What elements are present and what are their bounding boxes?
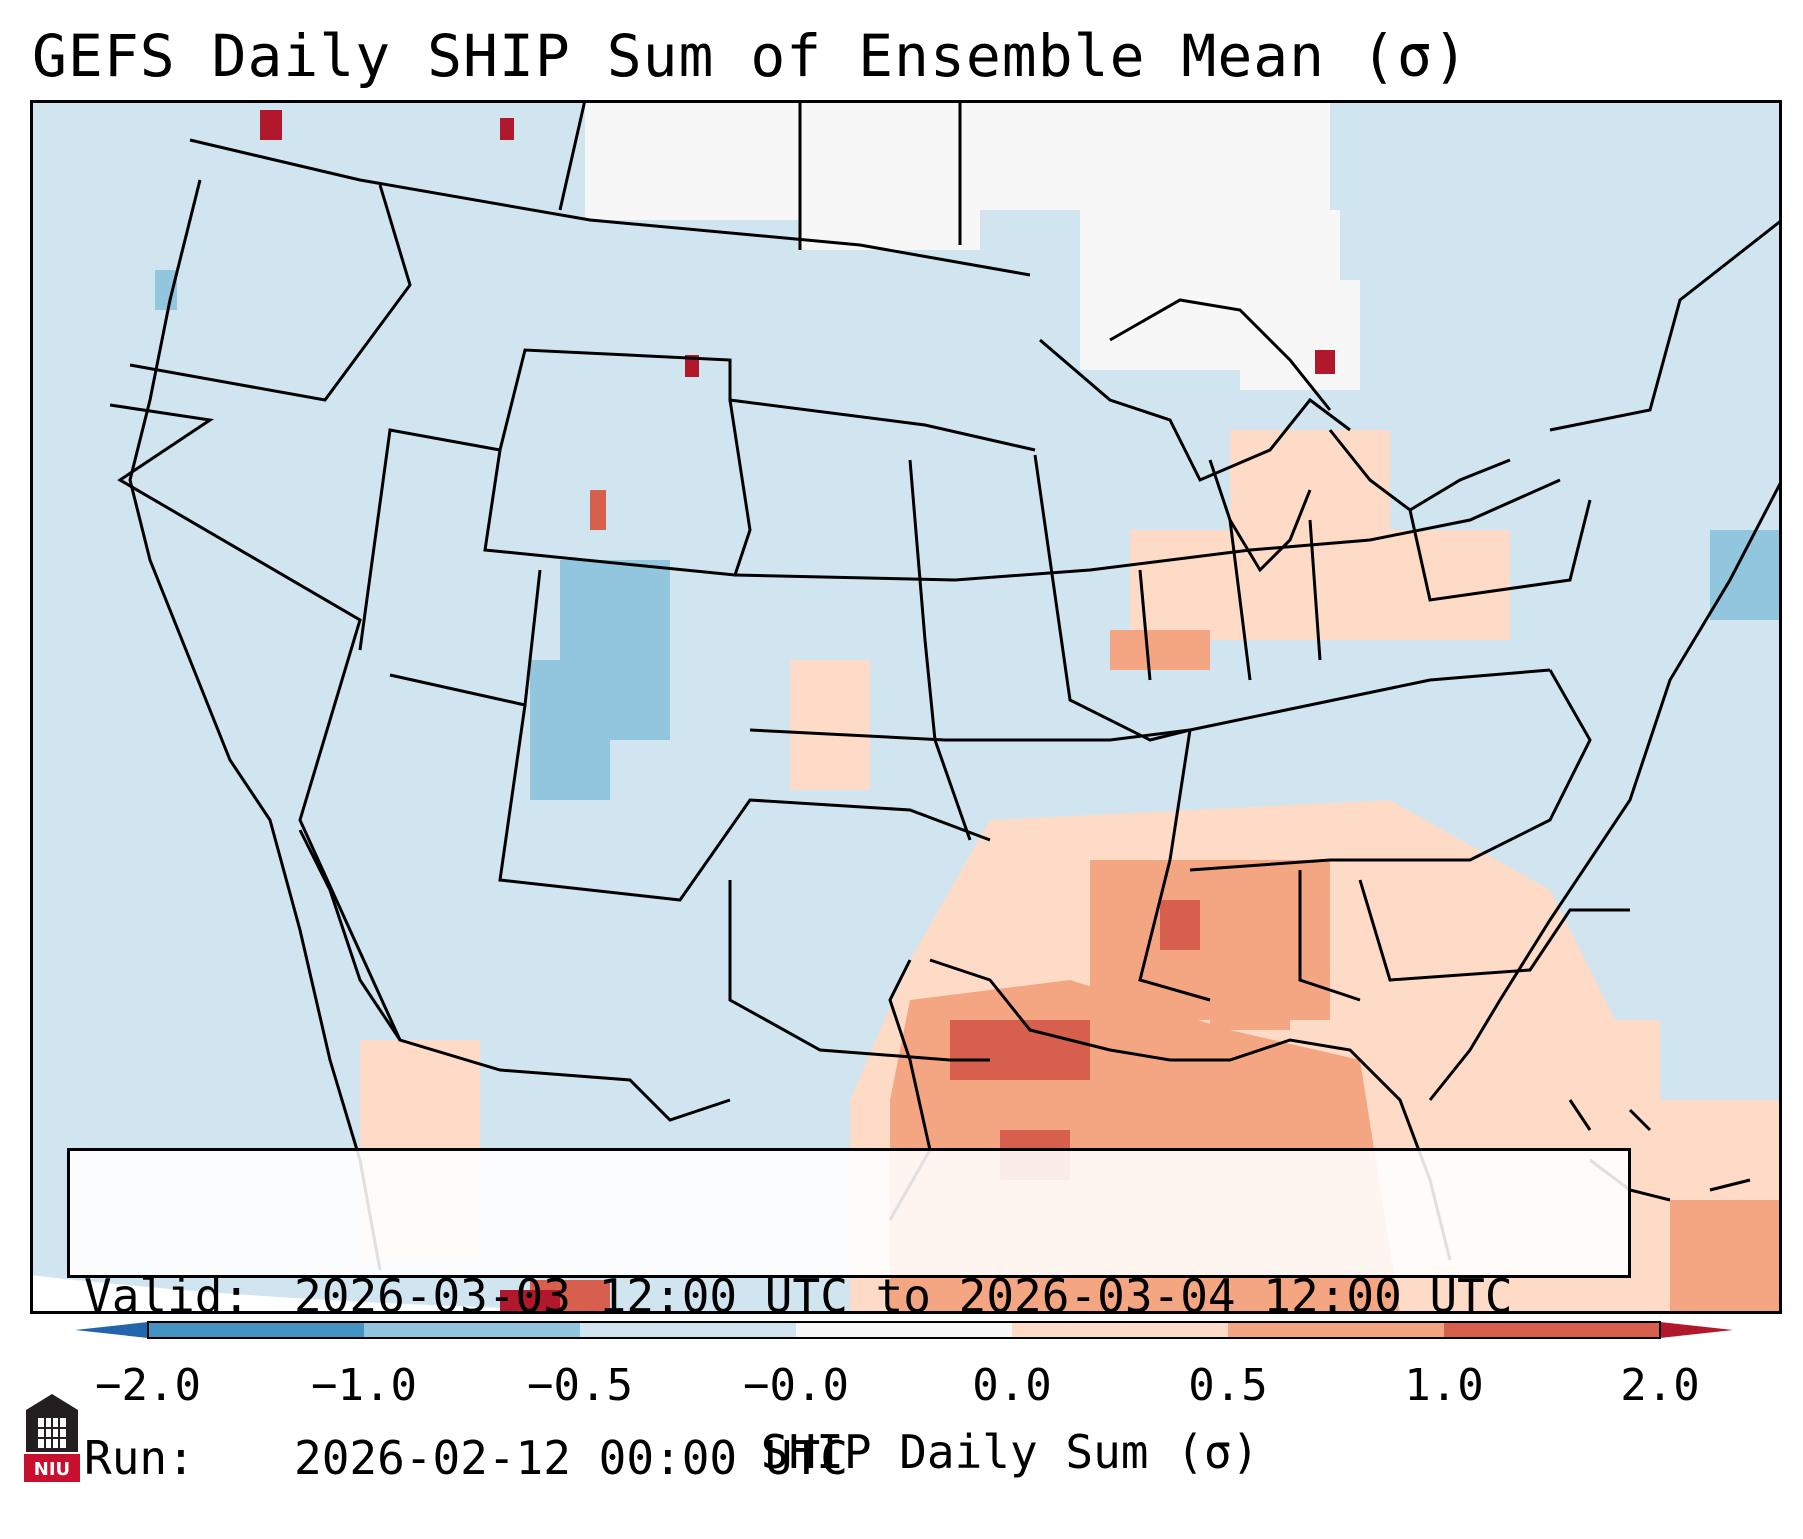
colorbar bbox=[75, 1321, 1733, 1339]
valid-row: Valid: 2026-03-03 12:00 UTC to 2026-03-04… bbox=[84, 1269, 1614, 1323]
colorbar-tick-label: 1.0 bbox=[1404, 1360, 1484, 1411]
colorbar-tick-label: −1.0 bbox=[311, 1360, 417, 1411]
colorbar-bin-6 bbox=[1444, 1322, 1661, 1338]
colorbar-bin-5 bbox=[1228, 1322, 1445, 1338]
map-panel bbox=[30, 100, 1782, 1314]
valid-run-info-box: Valid: 2026-03-03 12:00 UTC to 2026-03-04… bbox=[67, 1148, 1631, 1485]
near-zero-areas bbox=[585, 100, 1360, 390]
map bbox=[30, 100, 1782, 1314]
colorbar-tick-label: −2.0 bbox=[95, 1360, 201, 1411]
colorbar-bin-2 bbox=[580, 1322, 797, 1338]
colorbar-over-extension bbox=[1660, 1322, 1733, 1338]
map-frame bbox=[30, 100, 1782, 1314]
niu-logo-text: NIU bbox=[34, 1459, 70, 1480]
valid-value: 2026-03-03 12:00 UTC to 2026-03-04 12:00… bbox=[294, 1269, 1513, 1323]
valid-label: Valid: bbox=[84, 1269, 251, 1323]
colorbar-tick-label: 0.5 bbox=[1188, 1360, 1268, 1411]
run-value: 2026-02-12 00:00 UTC bbox=[294, 1431, 848, 1485]
colorbar-tick-label: −0.5 bbox=[527, 1360, 633, 1411]
colorbar-label: SHIP Daily Sum (σ) bbox=[760, 1425, 1260, 1479]
colorbar-bin-0 bbox=[148, 1322, 365, 1338]
run-row: Run: 2026-02-12 00:00 UTC bbox=[84, 1431, 1614, 1485]
political-borders bbox=[109, 100, 1782, 1122]
coastlines bbox=[128, 179, 1782, 1271]
colorbar-tick-label: 2.0 bbox=[1620, 1360, 1700, 1411]
colorbar-bin-3 bbox=[796, 1322, 1013, 1338]
positive-anomaly-extreme bbox=[260, 110, 1335, 1314]
run-label: Run: bbox=[84, 1431, 195, 1485]
colorbar-bin-1 bbox=[364, 1322, 581, 1338]
colorbar-frame bbox=[147, 1321, 1661, 1339]
colorbar-tick-label: −0.0 bbox=[743, 1360, 849, 1411]
colorbar-bin-4 bbox=[1012, 1322, 1229, 1338]
off-domain-corner bbox=[30, 1275, 790, 1314]
chart-title: GEFS Daily SHIP Sum of Ensemble Mean (σ) bbox=[32, 22, 1469, 90]
colorbar-under-extension bbox=[75, 1322, 148, 1338]
colorbar-tick-label: 0.0 bbox=[972, 1360, 1052, 1411]
niu-logo-icon: NIU bbox=[24, 1394, 80, 1482]
